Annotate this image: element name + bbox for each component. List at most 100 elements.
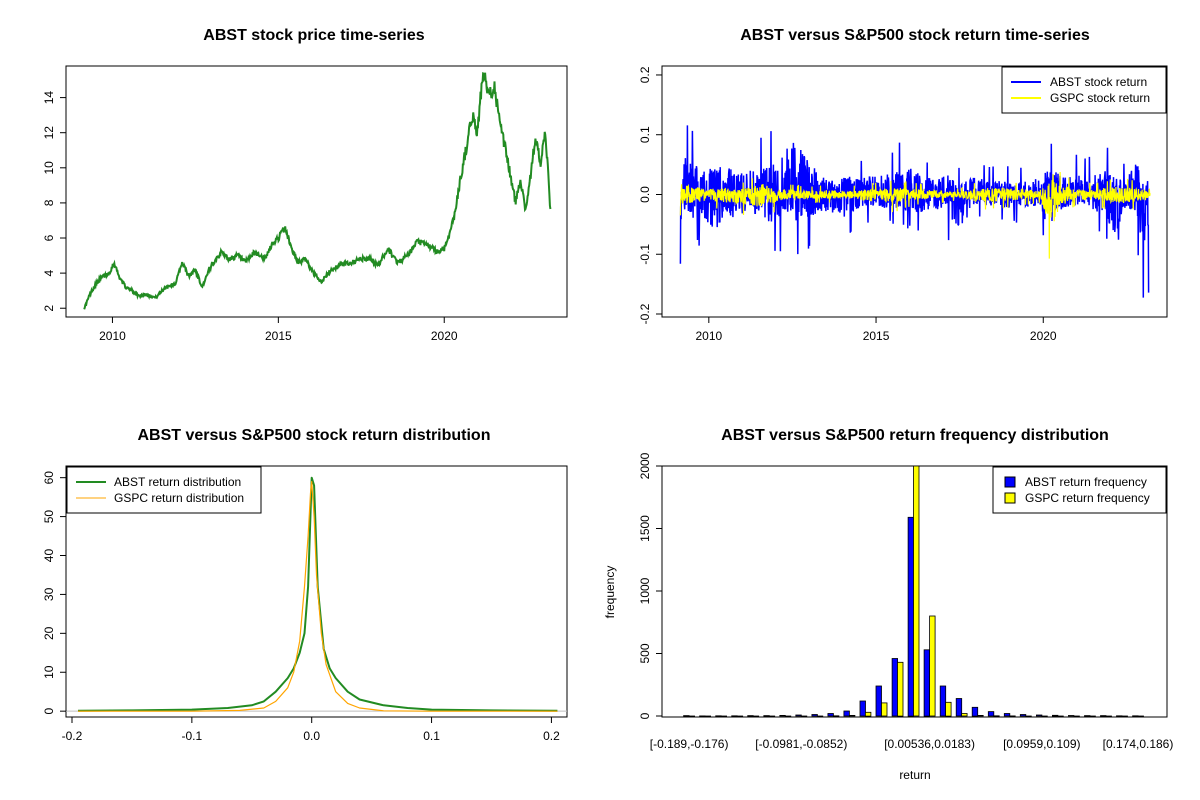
gspc-frequency-bar [688, 715, 695, 717]
abst-frequency-bar [811, 714, 818, 717]
x-tick-label: [-0.189,-0.176) [650, 737, 729, 751]
gspc-frequency-bar [752, 715, 760, 717]
y-tick-label: 2000 [638, 452, 652, 479]
abst-frequency-bar [763, 715, 770, 717]
gspc-frequency-bar [1105, 715, 1112, 717]
y-tick-label: 0.2 [638, 66, 652, 83]
x-tick-label: 0.0 [303, 729, 320, 743]
y-tick-label: 8 [42, 199, 56, 206]
legend-box [1001, 66, 1167, 114]
chart-title: ABST versus S&P500 stock return distribu… [138, 427, 491, 444]
x-tick-label: 0.2 [543, 729, 560, 743]
abst-frequency-bar [987, 711, 995, 717]
y-tick-label: 10 [42, 665, 56, 679]
abst-return-line [679, 125, 1150, 298]
gspc-frequency-bar [897, 661, 904, 717]
gspc-frequency-bar [768, 715, 776, 717]
x-tick-label: [-0.0981,-0.0852) [755, 737, 847, 751]
legend: ABST return frequency GSPC return freque… [992, 466, 1167, 514]
abst-frequency-bar [891, 658, 898, 717]
abst-frequency-bar [683, 715, 690, 717]
gspc-frequency-bar [881, 702, 888, 717]
gspc-frequency-bar [929, 615, 936, 717]
panel-return-distribution: ABST versus S&P500 stock return distribu… [42, 427, 568, 743]
legend-swatch-abst [1004, 476, 1016, 488]
gspc-frequency-bar [993, 715, 1000, 717]
abst-frequency-bar [699, 715, 706, 717]
abst-frequency-bar [923, 649, 930, 717]
gspc-frequency-bar [1057, 715, 1064, 717]
y-tick-label: 30 [42, 587, 56, 601]
abst-frequency-bar [955, 698, 963, 717]
legend-swatch-gspc [1004, 492, 1016, 504]
y-tick-label: 4 [42, 269, 56, 276]
series-layer [83, 71, 552, 310]
abst-frequency-bar [859, 700, 866, 717]
series-layer [683, 465, 1144, 717]
x-tick-label: [0.00536,0.0183) [884, 737, 975, 751]
y-tick-label: 50 [42, 510, 56, 524]
gspc-frequency-bar [1121, 715, 1128, 717]
legend-box [66, 466, 262, 514]
gspc-frequency-bar [865, 711, 872, 717]
panel-abst-price: ABST stock price time-series 2010 2015 202… [42, 27, 568, 343]
abst-frequency-bar [1036, 714, 1043, 717]
series-layer [66, 476, 567, 712]
abst-frequency-bar [1068, 715, 1075, 717]
gspc-frequency-bar [1009, 715, 1016, 717]
y-tick-label: 12 [42, 126, 56, 140]
y-axis-label: frequency [603, 566, 617, 619]
legend: ABST return distribution GSPC return dis… [66, 466, 262, 514]
gspc-return-line [679, 171, 1151, 259]
chart-title: ABST stock price time-series [203, 27, 425, 44]
panel-return-timeseries: ABST versus S&P500 stock return time-ser… [638, 27, 1168, 343]
abst-price-line [83, 71, 552, 310]
chart-title: ABST versus S&P500 return frequency dist… [721, 427, 1109, 444]
y-tick-label: -0.1 [638, 244, 652, 265]
x-tick-label: [0.174,0.186) [1103, 737, 1174, 751]
gspc-density-line [78, 481, 558, 712]
legend-label-gspc: GSPC stock return [1050, 91, 1150, 105]
legend-box [992, 466, 1167, 514]
x-tick-label: 2015 [863, 329, 890, 343]
abst-frequency-bar [875, 685, 882, 717]
abst-frequency-bar [715, 715, 722, 717]
gspc-frequency-bar [816, 715, 824, 717]
gspc-frequency-bar [961, 713, 968, 717]
gspc-frequency-bar [945, 701, 952, 717]
x-tick-label: -0.1 [182, 729, 203, 743]
y-tick-label: -0.2 [638, 303, 652, 324]
gspc-frequency-bar [833, 715, 840, 717]
legend-label-abst: ABST return frequency [1025, 475, 1147, 489]
series-layer [679, 125, 1151, 298]
gspc-frequency-bar [1137, 715, 1144, 717]
abst-frequency-bar [1003, 713, 1011, 717]
abst-frequency-bar [827, 713, 834, 717]
abst-frequency-bar [1019, 714, 1027, 717]
abst-density-line [77, 476, 558, 712]
y-tick-label: 1000 [638, 577, 652, 604]
x-tick-label: 0.1 [423, 729, 440, 743]
gspc-frequency-bar [977, 715, 984, 717]
chart-title: ABST versus S&P500 stock return time-ser… [740, 27, 1090, 44]
y-tick-label: 20 [42, 626, 56, 640]
y-tick-label: 0.0 [638, 186, 652, 203]
gspc-frequency-bar [1073, 715, 1080, 717]
y-tick-label: 2 [42, 305, 56, 312]
y-tick-label: 0 [42, 708, 56, 715]
abst-frequency-bar [1052, 714, 1059, 717]
axes-layer: -0.2 -0.1 0.0 0.1 0.2 0 10 20 30 40 50 60 [42, 471, 560, 743]
abst-frequency-bar [843, 710, 850, 717]
axes-layer: 2010 2015 2020 -0.2 -0.1 0.0 0.1 0.2 [638, 66, 1057, 343]
legend-label-gspc: GSPC return frequency [1025, 491, 1150, 505]
panel-return-frequency: ABST versus S&P500 return frequency dist… [603, 427, 1173, 782]
abst-frequency-bar [747, 715, 754, 717]
abst-frequency-bar [779, 715, 786, 717]
x-tick-label: -0.2 [62, 729, 83, 743]
y-tick-label: 500 [638, 643, 652, 663]
x-tick-label: 2015 [265, 329, 292, 343]
gspc-frequency-bar [1025, 715, 1032, 717]
legend-label-gspc: GSPC return distribution [114, 491, 244, 505]
